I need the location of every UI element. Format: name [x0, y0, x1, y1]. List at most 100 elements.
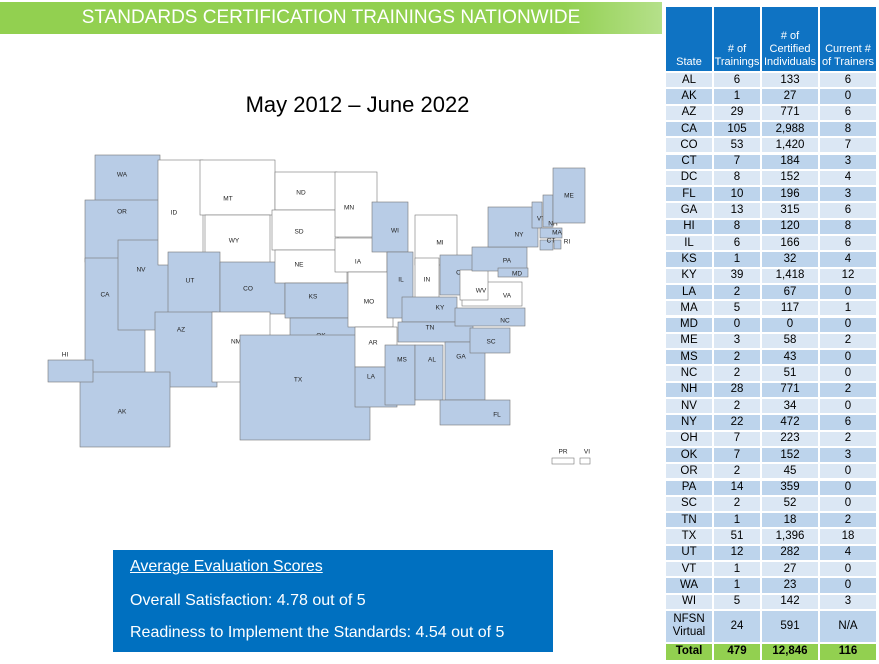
state-shape: [539, 227, 563, 239]
table-cell: 142: [761, 593, 819, 610]
table-cell: 0: [819, 495, 877, 513]
state-shape: [239, 334, 371, 441]
table-cell: State: [665, 6, 713, 72]
table-cell: 6: [819, 72, 877, 89]
state-label: UT: [186, 278, 195, 285]
state-label: CA: [100, 292, 110, 299]
table-cell: IL: [665, 235, 713, 252]
table-cell: DC: [665, 169, 713, 187]
state-label: KS: [309, 294, 318, 301]
table-cell: TX: [665, 528, 713, 545]
table-cell: AZ: [665, 104, 713, 121]
subtitle: May 2012 – June 2022: [245, 92, 470, 117]
table-cell: 315: [761, 202, 819, 219]
state-label: VA: [503, 293, 512, 300]
table-cell: 7: [819, 137, 877, 154]
state-label: NH: [548, 221, 558, 228]
table-cell: HI: [665, 218, 713, 235]
table-cell: 152: [761, 169, 819, 187]
state-shape: [497, 267, 529, 278]
table-cell: 22: [713, 414, 761, 431]
state-label: MA: [552, 230, 562, 237]
table-cell: 4: [819, 544, 877, 561]
table-cell: 0: [761, 316, 819, 333]
state-shape: [157, 159, 204, 266]
table-cell: 12: [819, 267, 877, 284]
state-label: ND: [296, 190, 306, 197]
state-shape: [347, 271, 394, 328]
table-cell: 2: [819, 430, 877, 447]
state-shape: [271, 209, 339, 251]
state-label: NV: [136, 267, 146, 274]
table-cell: 4: [819, 251, 877, 268]
state-label: HI: [62, 352, 69, 359]
state-shape: [199, 159, 276, 216]
table-cell: 34: [761, 398, 819, 415]
state-label: NY: [514, 232, 524, 239]
state-label: TX: [294, 377, 303, 384]
state-label: IA: [355, 259, 362, 266]
table-cell: 5: [713, 300, 761, 317]
table-cell: 5: [713, 593, 761, 610]
table-cell: 58: [761, 332, 819, 350]
table-cell: 1: [713, 251, 761, 268]
table-cell: 51: [761, 365, 819, 382]
table-cell: 2: [713, 349, 761, 366]
table-cell: 0: [819, 365, 877, 382]
table-cell: MA: [665, 300, 713, 317]
table-cell: 166: [761, 235, 819, 252]
state-label: ID: [171, 210, 178, 217]
table-cell: 2: [819, 332, 877, 350]
state-label: WV: [476, 288, 487, 295]
table-cell: 3: [819, 446, 877, 464]
table-cell: 6: [713, 72, 761, 89]
table-cell: 12: [713, 544, 761, 561]
state-label: ME: [564, 193, 574, 200]
state-shape: [539, 239, 554, 251]
table-cell: 0: [819, 463, 877, 480]
table-cell: 0: [819, 577, 877, 594]
table-cell: 2: [819, 512, 877, 529]
table-cell: 1: [819, 300, 877, 317]
table-cell: 45: [761, 463, 819, 480]
state-label: IN: [424, 277, 431, 284]
table-cell: AK: [665, 88, 713, 105]
table-cell: 67: [761, 283, 819, 301]
state-label: MS: [397, 357, 407, 364]
table-cell: N/A: [819, 609, 877, 643]
table-cell: GA: [665, 202, 713, 219]
table-cell: 117: [761, 300, 819, 317]
table-cell: 7: [713, 446, 761, 464]
table-cell: CO: [665, 137, 713, 154]
table-cell: OH: [665, 430, 713, 447]
state-label: SC: [486, 339, 495, 346]
state-label: OR: [117, 209, 127, 216]
table-cell: 18: [819, 528, 877, 545]
table-cell: 116: [819, 642, 877, 661]
table-cell: 133: [761, 72, 819, 89]
table-cell: 14: [713, 479, 761, 496]
table-cell: 3: [819, 186, 877, 203]
state-label: WI: [391, 228, 399, 235]
table-cell: 223: [761, 430, 819, 447]
table-cell: 120: [761, 218, 819, 235]
table-cell: 10: [713, 186, 761, 203]
table-cell: 6: [713, 235, 761, 252]
state-shape: [471, 246, 528, 272]
us-map: WAORCANVIDMTWYUTCOAZNMNDSDNEKSOKTXMNIAMO…: [47, 154, 591, 465]
table-cell: 1,420: [761, 137, 819, 154]
table-cell: 1: [713, 577, 761, 594]
state-shape: [552, 167, 586, 224]
table-cell: 27: [761, 88, 819, 105]
state-shape: [401, 296, 458, 323]
table-cell: 2: [713, 495, 761, 513]
table-cell: 6: [819, 202, 877, 219]
table-cell: 6: [819, 235, 877, 252]
state-label: VI: [584, 449, 590, 456]
state-shape: [439, 399, 511, 426]
table-cell: CT: [665, 153, 713, 170]
table-cell: 479: [713, 642, 761, 661]
table-cell: 105: [713, 120, 761, 138]
table-cell: 0: [819, 283, 877, 301]
state-shape: [334, 171, 378, 238]
